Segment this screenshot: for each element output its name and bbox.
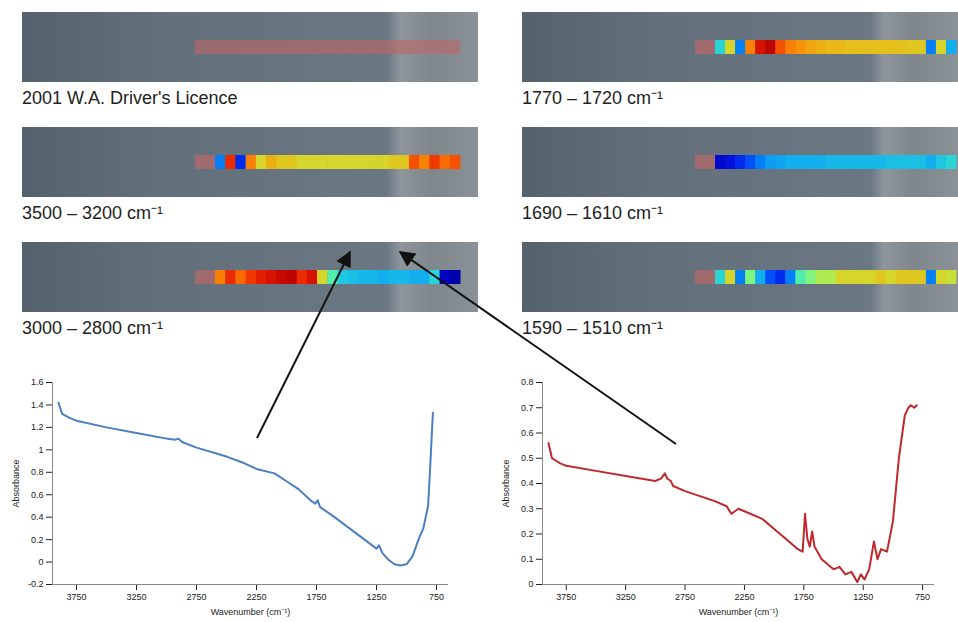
svg-text:3250: 3250: [616, 592, 636, 602]
svg-text:3000 – 2800 cm⁻¹: 3000 – 2800 cm⁻¹: [22, 318, 163, 338]
svg-text:-0.2: -0.2: [28, 579, 44, 589]
svg-text:0: 0: [38, 557, 43, 567]
svg-text:0.8: 0.8: [521, 377, 534, 387]
svg-text:3750: 3750: [556, 592, 576, 602]
svg-text:750: 750: [915, 592, 930, 602]
svg-text:1.2: 1.2: [31, 422, 44, 432]
svg-text:0.8: 0.8: [31, 467, 44, 477]
svg-text:1690 – 1610 cm⁻¹: 1690 – 1610 cm⁻¹: [522, 203, 663, 223]
svg-text:0.2: 0.2: [521, 529, 534, 539]
svg-text:Wavenumber (cm⁻¹): Wavenumber (cm⁻¹): [699, 607, 779, 617]
svg-text:2250: 2250: [246, 592, 266, 602]
svg-text:2001 W.A. Driver's Licence: 2001 W.A. Driver's Licence: [22, 88, 238, 108]
svg-text:0.2: 0.2: [31, 534, 44, 544]
svg-text:2250: 2250: [734, 592, 754, 602]
svg-text:3250: 3250: [126, 592, 146, 602]
svg-text:1590 – 1510 cm⁻¹: 1590 – 1510 cm⁻¹: [522, 318, 663, 338]
svg-text:0.3: 0.3: [521, 504, 534, 514]
svg-text:1750: 1750: [306, 592, 326, 602]
svg-text:2750: 2750: [675, 592, 695, 602]
svg-text:1770 – 1720 cm⁻¹: 1770 – 1720 cm⁻¹: [522, 88, 663, 108]
svg-text:0.5: 0.5: [521, 453, 534, 463]
svg-text:1: 1: [38, 445, 43, 455]
svg-text:1250: 1250: [853, 592, 873, 602]
svg-text:1250: 1250: [366, 592, 386, 602]
svg-text:0.6: 0.6: [521, 428, 534, 438]
svg-text:0.4: 0.4: [521, 478, 534, 488]
svg-text:0.7: 0.7: [521, 403, 534, 413]
svg-text:2750: 2750: [186, 592, 206, 602]
svg-text:750: 750: [429, 592, 444, 602]
svg-text:3750: 3750: [66, 592, 86, 602]
svg-text:1750: 1750: [794, 592, 814, 602]
svg-text:0: 0: [528, 579, 533, 589]
svg-text:3500 – 3200 cm⁻¹: 3500 – 3200 cm⁻¹: [22, 203, 163, 223]
svg-text:Absorbance: Absorbance: [501, 459, 511, 507]
svg-text:0.4: 0.4: [31, 512, 44, 522]
svg-text:1.4: 1.4: [31, 400, 44, 410]
svg-text:Wavenumber (cm⁻¹): Wavenumber (cm⁻¹): [211, 607, 291, 617]
svg-text:Absorbance: Absorbance: [11, 459, 21, 507]
svg-text:0.6: 0.6: [31, 490, 44, 500]
svg-text:0.1: 0.1: [521, 554, 534, 564]
svg-text:1.6: 1.6: [31, 377, 44, 387]
